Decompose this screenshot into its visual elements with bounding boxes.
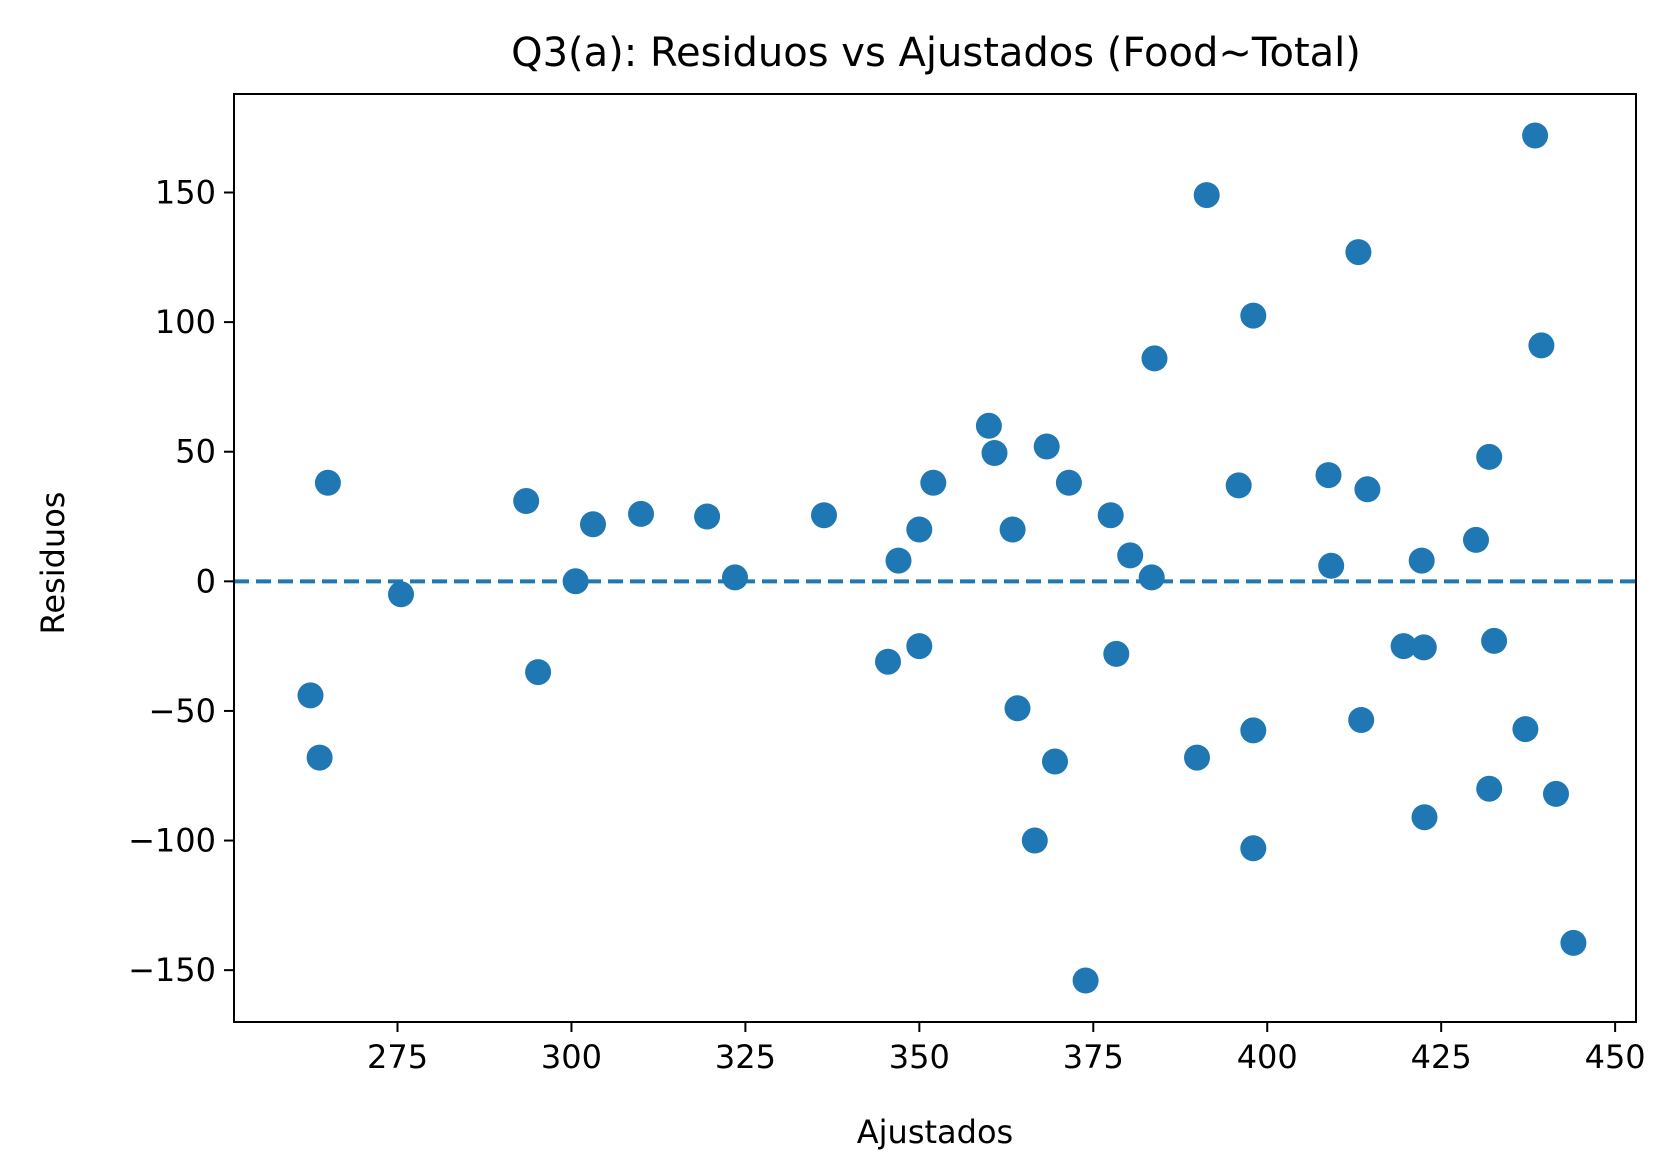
- data-point: [1410, 634, 1437, 661]
- data-point: [1345, 239, 1372, 266]
- x-axis-label: Ajustados: [857, 1113, 1013, 1151]
- y-tick-label: 50: [175, 433, 216, 471]
- y-tick-label: −100: [128, 822, 216, 860]
- data-point: [525, 659, 552, 686]
- y-tick-label: 0: [196, 562, 216, 600]
- x-tick-label: 400: [1237, 1038, 1298, 1076]
- data-point: [1408, 547, 1435, 574]
- x-tick-label: 375: [1063, 1038, 1124, 1076]
- plot-area: [234, 122, 1636, 994]
- data-point: [306, 744, 333, 771]
- data-point: [1348, 707, 1375, 733]
- data-point: [906, 516, 933, 543]
- data-point: [1543, 780, 1569, 807]
- data-point: [1240, 717, 1267, 744]
- data-point: [811, 502, 837, 529]
- y-tick-label: 150: [155, 174, 216, 212]
- data-point: [875, 648, 901, 675]
- x-tick-label: 425: [1411, 1038, 1472, 1076]
- data-point: [981, 440, 1008, 466]
- data-point: [1004, 695, 1031, 722]
- chart-title: Q3(a): Residuos vs Ajustados (Food~Total…: [511, 30, 1361, 76]
- data-point: [1390, 633, 1417, 660]
- data-point: [1184, 744, 1210, 771]
- y-tick-label: −50: [148, 692, 216, 730]
- data-point: [1481, 627, 1508, 654]
- plot-frame: [233, 93, 1637, 1023]
- data-point: [1528, 332, 1555, 359]
- x-tick-label: 275: [367, 1038, 428, 1076]
- data-point: [580, 511, 606, 538]
- x-tick-label: 350: [889, 1038, 950, 1076]
- data-point: [1411, 804, 1438, 831]
- data-point: [1463, 526, 1489, 553]
- data-point: [1560, 929, 1587, 956]
- x-tick-label: 450: [1585, 1038, 1646, 1076]
- data-point: [1315, 462, 1342, 489]
- data-point: [694, 503, 721, 530]
- data-point: [906, 633, 933, 660]
- data-point: [297, 682, 324, 709]
- data-point: [1512, 716, 1539, 743]
- data-point: [628, 500, 654, 527]
- data-point: [1522, 122, 1549, 149]
- data-point: [1033, 433, 1060, 460]
- data-point: [1476, 775, 1503, 802]
- x-axis: 275 300 325 350 375 400 425 450: [367, 1022, 1646, 1076]
- data-point: [999, 516, 1026, 543]
- data-point: [513, 488, 540, 514]
- y-tick-label: 100: [155, 303, 216, 341]
- data-point: [920, 469, 947, 496]
- data-point: [1138, 564, 1165, 591]
- data-point: [722, 564, 748, 591]
- data-point: [1055, 469, 1082, 496]
- y-axis-label: Residuos: [34, 492, 72, 635]
- data-point: [1117, 542, 1144, 569]
- data-point: [388, 581, 414, 608]
- data-point: [1072, 967, 1099, 994]
- data-point: [885, 547, 912, 574]
- data-point: [314, 469, 341, 496]
- data-point: [1354, 476, 1381, 503]
- x-tick-label: 300: [541, 1038, 602, 1076]
- data-point: [1042, 748, 1068, 775]
- data-point: [1240, 835, 1267, 862]
- data-point: [1225, 472, 1252, 499]
- y-tick-label: −150: [128, 951, 216, 989]
- data-point: [1141, 345, 1168, 372]
- data-point: [1103, 640, 1130, 667]
- x-tick-label: 325: [715, 1038, 776, 1076]
- data-point: [1193, 182, 1220, 209]
- data-point: [975, 412, 1002, 439]
- data-point: [1097, 502, 1124, 529]
- data-point: [1476, 443, 1503, 470]
- data-point: [1318, 552, 1345, 579]
- data-point: [1021, 827, 1048, 854]
- y-axis: −150 −100 −50 0 50 100 150: [128, 174, 234, 989]
- data-point: [562, 568, 589, 595]
- data-point: [1240, 302, 1267, 329]
